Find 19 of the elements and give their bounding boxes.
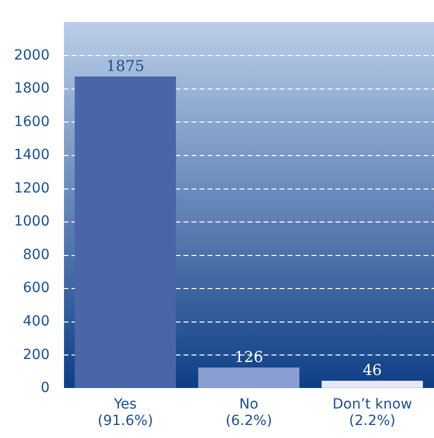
y-tick-label: 2000 <box>14 47 50 64</box>
x-tick-label: Don’t know (2.2%) <box>332 396 412 430</box>
y-tick-label: 1400 <box>14 147 50 164</box>
y-tick-label: 200 <box>22 346 50 363</box>
y-tick-label: 1800 <box>14 80 50 97</box>
bar <box>322 380 423 388</box>
y-tick-label: 1200 <box>14 180 50 196</box>
data-label: 46 <box>362 361 382 380</box>
bar <box>74 76 176 388</box>
y-tick-label: 400 <box>22 313 50 330</box>
y-tick-label: 1600 <box>14 114 50 130</box>
x-tick-label: No (6.2%) <box>226 396 272 430</box>
y-tick-label: 1000 <box>14 214 50 230</box>
x-tick-label: Yes (91.6%) <box>98 396 154 430</box>
y-tick-label: 800 <box>22 246 50 263</box>
y-tick-label: 600 <box>22 280 50 296</box>
data-label: 1875 <box>106 56 144 75</box>
bar <box>198 367 300 388</box>
y-tick-label: 0 <box>40 380 50 396</box>
